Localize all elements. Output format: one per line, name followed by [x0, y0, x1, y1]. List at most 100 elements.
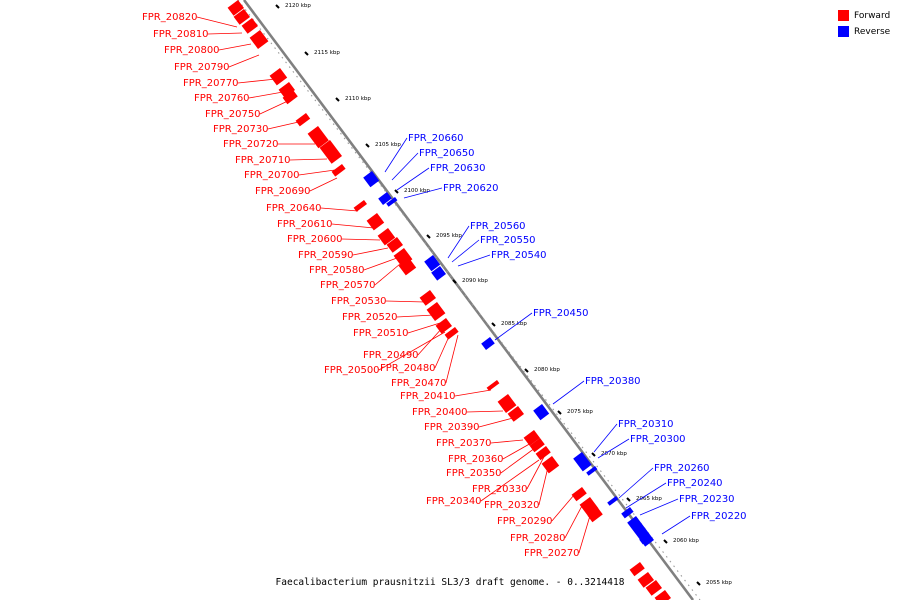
forward-gene-label[interactable]: FPR_20750 — [205, 109, 261, 120]
forward-gene-block[interactable] — [366, 213, 385, 231]
forward-gene-label[interactable]: FPR_20400 — [412, 407, 468, 418]
forward-gene-block[interactable] — [486, 380, 500, 391]
reverse-gene-block[interactable] — [627, 516, 654, 547]
reverse-gene-label[interactable]: FPR_20660 — [408, 133, 464, 144]
forward-gene-label[interactable]: FPR_20390 — [424, 422, 480, 433]
forward-gene-block[interactable] — [398, 258, 417, 276]
reverse-gene-block[interactable] — [424, 255, 441, 272]
forward-gene-label[interactable]: FPR_20590 — [298, 250, 354, 261]
forward-gene-block[interactable] — [497, 394, 517, 413]
forward-gene-label[interactable]: FPR_20410 — [400, 391, 456, 402]
reverse-gene-label[interactable]: FPR_20220 — [691, 511, 747, 522]
reverse-gene-block[interactable] — [481, 337, 495, 350]
reverse-gene-label[interactable]: FPR_20560 — [470, 221, 526, 232]
forward-gene-block[interactable] — [269, 68, 288, 86]
forward-gene-label[interactable]: FPR_20640 — [266, 203, 322, 214]
reverse-gene-block[interactable] — [573, 452, 592, 472]
forward-gene-block[interactable] — [353, 200, 367, 212]
forward-gene-block[interactable] — [535, 446, 551, 461]
forward-gene-label[interactable]: FPR_20810 — [153, 29, 209, 40]
forward-gene-block[interactable] — [541, 456, 560, 474]
forward-gene-block[interactable] — [331, 164, 346, 177]
forward-gene-block[interactable] — [654, 590, 671, 600]
forward-gene-label[interactable]: FPR_20480 — [380, 363, 436, 374]
tick-mark — [696, 581, 701, 586]
forward-gene-label[interactable]: FPR_20370 — [436, 438, 492, 449]
forward-gene-label[interactable]: FPR_20820 — [142, 12, 198, 23]
forward-gene-block[interactable] — [645, 580, 662, 596]
forward-gene-label[interactable]: FPR_20510 — [353, 328, 409, 339]
forward-gene-block[interactable] — [227, 0, 244, 16]
forward-gene-block[interactable] — [629, 562, 645, 577]
reverse-gene-label[interactable]: FPR_20650 — [419, 148, 475, 159]
forward-gene-label[interactable]: FPR_20570 — [320, 280, 376, 291]
forward-gene-label[interactable]: FPR_20530 — [331, 296, 387, 307]
reverse-gene-label[interactable]: FPR_20540 — [491, 250, 547, 261]
forward-gene-label[interactable]: FPR_20700 — [244, 170, 300, 181]
forward-gene-block[interactable] — [278, 82, 295, 98]
reverse-gene-label[interactable]: FPR_20300 — [630, 434, 686, 445]
reverse-gene-block[interactable] — [586, 466, 598, 476]
forward-gene-label[interactable]: FPR_20720 — [223, 139, 279, 150]
forward-gene-block[interactable] — [444, 327, 459, 340]
forward-gene-block[interactable] — [419, 290, 436, 306]
forward-gene-label[interactable]: FPR_20360 — [448, 454, 504, 465]
forward-gene-block[interactable] — [241, 18, 258, 34]
forward-gene-label[interactable]: FPR_20270 — [524, 548, 580, 559]
forward-gene-block[interactable] — [233, 9, 250, 25]
forward-gene-label[interactable]: FPR_20600 — [287, 234, 343, 245]
forward-gene-label[interactable]: FPR_20730 — [213, 124, 269, 135]
forward-gene-block[interactable] — [319, 140, 342, 164]
forward-gene-label[interactable]: FPR_20500 — [324, 365, 380, 376]
reverse-gene-block[interactable] — [431, 266, 446, 281]
forward-gene-label[interactable]: FPR_20690 — [255, 186, 311, 197]
forward-gene-block[interactable] — [282, 90, 298, 105]
reverse-gene-label[interactable]: FPR_20630 — [430, 163, 486, 174]
reverse-gene-block[interactable] — [621, 507, 634, 519]
forward-gene-label[interactable]: FPR_20290 — [497, 516, 553, 527]
forward-gene-label[interactable]: FPR_20790 — [174, 62, 230, 73]
reverse-gene-block[interactable] — [363, 171, 380, 188]
reverse-gene-label[interactable]: FPR_20260 — [654, 463, 710, 474]
reverse-gene-label[interactable]: FPR_20230 — [679, 494, 735, 505]
forward-gene-block[interactable] — [587, 508, 603, 523]
forward-gene-label[interactable]: FPR_20710 — [235, 155, 291, 166]
reverse-gene-block[interactable] — [386, 197, 398, 207]
reverse-gene-block[interactable] — [533, 404, 550, 421]
reverse-gene-block[interactable] — [639, 533, 652, 545]
forward-gene-label[interactable]: FPR_20350 — [446, 468, 502, 479]
forward-gene-label[interactable]: FPR_20340 — [426, 496, 482, 507]
reverse-gene-label[interactable]: FPR_20380 — [585, 376, 641, 387]
forward-gene-block[interactable] — [529, 438, 545, 453]
forward-gene-block[interactable] — [571, 487, 587, 502]
forward-gene-label[interactable]: FPR_20580 — [309, 265, 365, 276]
forward-gene-label[interactable]: FPR_20610 — [277, 219, 333, 230]
forward-gene-block[interactable] — [249, 30, 269, 49]
forward-gene-block[interactable] — [637, 572, 654, 588]
forward-gene-block[interactable] — [507, 406, 524, 422]
forward-gene-block[interactable] — [426, 302, 446, 321]
reverse-gene-label[interactable]: FPR_20550 — [480, 235, 536, 246]
forward-gene-label[interactable]: FPR_20470 — [391, 378, 447, 389]
forward-gene-label[interactable]: FPR_20330 — [472, 484, 528, 495]
forward-gene-block[interactable] — [523, 430, 540, 446]
forward-gene-label[interactable]: FPR_20770 — [183, 78, 239, 89]
forward-gene-label[interactable]: FPR_20320 — [484, 500, 540, 511]
reverse-leader-line — [597, 438, 630, 459]
forward-gene-block[interactable] — [295, 113, 311, 127]
reverse-gene-label[interactable]: FPR_20450 — [533, 308, 589, 319]
forward-gene-label[interactable]: FPR_20760 — [194, 93, 250, 104]
forward-gene-block[interactable] — [386, 237, 403, 253]
reverse-gene-label[interactable]: FPR_20240 — [667, 478, 723, 489]
forward-gene-block[interactable] — [307, 126, 329, 149]
forward-gene-label[interactable]: FPR_20490 — [363, 350, 419, 361]
reverse-gene-block[interactable] — [378, 192, 392, 205]
reverse-gene-label[interactable]: FPR_20310 — [618, 419, 674, 430]
reverse-gene-block[interactable] — [607, 496, 619, 506]
forward-gene-block[interactable] — [435, 318, 452, 334]
forward-gene-label[interactable]: FPR_20520 — [342, 312, 398, 323]
forward-gene-label[interactable]: FPR_20800 — [164, 45, 220, 56]
forward-gene-label[interactable]: FPR_20280 — [510, 533, 566, 544]
forward-gene-block[interactable] — [377, 228, 396, 246]
reverse-gene-label[interactable]: FPR_20620 — [443, 183, 499, 194]
